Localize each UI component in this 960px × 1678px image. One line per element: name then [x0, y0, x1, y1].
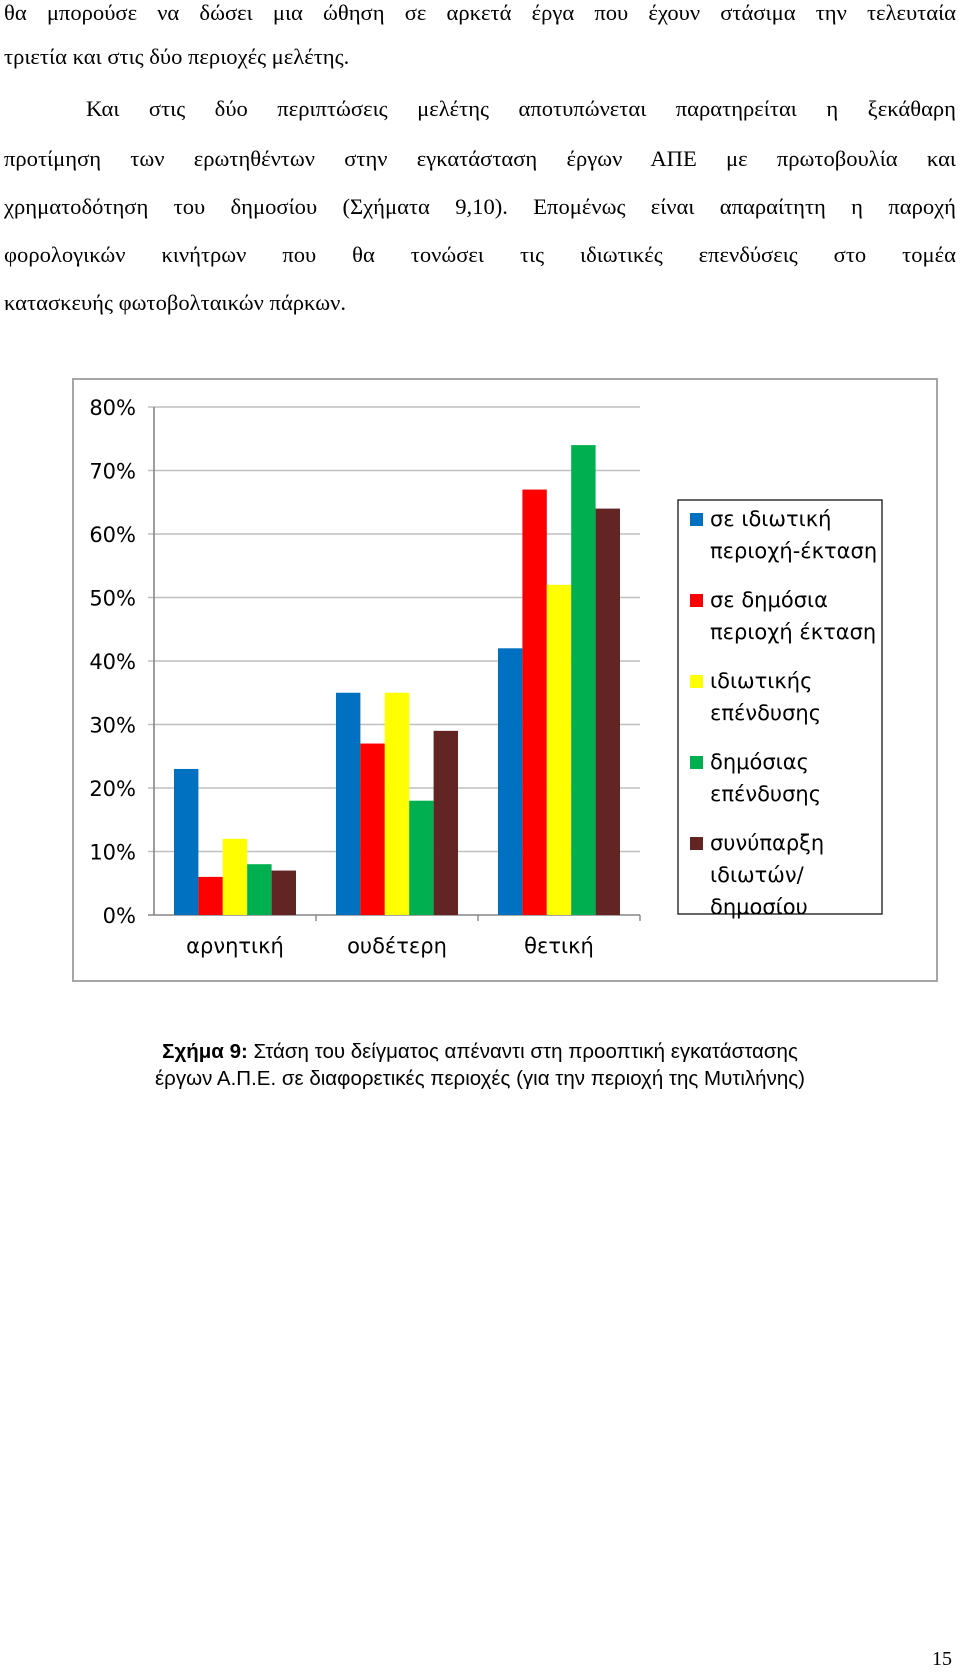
y-tick-label: 0% — [103, 904, 136, 928]
legend-label: ιδιωτών/ — [710, 863, 805, 887]
paragraph-line: θα μπορούσε να δώσει μια ώθηση σε αρκετά… — [4, 0, 956, 25]
page-number: 15 — [932, 1648, 952, 1670]
bar — [198, 876, 223, 915]
bar — [546, 584, 572, 915]
paragraph-line: Και στις δύο περιπτώσεις μελέτης αποτυπώ… — [86, 96, 956, 121]
figure-caption: Σχήμα 9: Στάση του δείγματος απέναντι στ… — [0, 1038, 960, 1092]
y-tick-label: 60% — [89, 523, 136, 547]
bar — [522, 489, 547, 915]
legend-label: ιδιωτικής — [710, 669, 812, 693]
legend-label: δημοσίου — [710, 895, 808, 919]
legend-box — [677, 499, 883, 915]
legend-swatch — [690, 594, 703, 607]
bar — [247, 864, 272, 915]
caption-line-2: έργων Α.Π.Ε. σε διαφορετικές περιοχές (γ… — [155, 1067, 805, 1090]
legend-swatch — [690, 756, 703, 769]
paragraph-line: κατασκευής φωτοβολταικών πάρκων. — [4, 290, 346, 315]
legend-label: συνύπαρξη — [710, 831, 824, 855]
paragraph-line: προτίμηση των ερωτηθέντων στην εγκατάστα… — [4, 146, 956, 171]
legend-label: επένδυσης — [710, 782, 821, 806]
legend-label: περιοχή-έκταση — [710, 539, 877, 563]
legend-swatch — [690, 675, 703, 688]
paragraph-line: τριετία και στις δύο περιοχές μελέτης. — [4, 44, 350, 69]
x-category-label: ουδέτερη — [347, 934, 447, 958]
paragraph-line: χρηματοδότηση του δημοσίου (Σχήματα 9,10… — [4, 194, 956, 219]
caption-label: Σχήμα 9: — [162, 1040, 248, 1063]
y-tick-label: 40% — [89, 650, 136, 674]
x-category-label: θετική — [524, 934, 594, 958]
bar — [360, 743, 385, 915]
bar — [433, 730, 458, 915]
bar — [571, 445, 596, 915]
legend-swatch — [690, 513, 703, 526]
bar — [409, 800, 434, 915]
legend-label: σε ιδιωτική — [710, 507, 831, 531]
bar — [384, 692, 410, 915]
y-tick-label: 20% — [89, 777, 136, 801]
legend-swatch — [690, 837, 703, 850]
bar — [222, 838, 248, 915]
y-tick-label: 70% — [89, 460, 136, 484]
legend-label: σε δημόσια — [710, 588, 828, 612]
y-tick-label: 80% — [89, 396, 136, 420]
caption-line-1: Στάση του δείγματος απέναντι στη προοπτι… — [247, 1040, 798, 1063]
bar — [336, 692, 361, 915]
y-tick-label: 10% — [89, 841, 136, 865]
chart-frame: 0% 10% 20% 30% 40% 50% 60% 70% 80% αρνητική ουδέτε… — [72, 378, 938, 982]
legend-label: δημόσιας — [710, 750, 809, 774]
bar — [498, 648, 523, 915]
bar — [174, 768, 199, 915]
bar — [595, 508, 620, 915]
paragraph-line: φορολογικών κινήτρων που θα τονώσει τις … — [4, 242, 956, 267]
bar — [271, 870, 296, 915]
y-tick-label: 30% — [89, 714, 136, 738]
x-category-label: αρνητική — [186, 934, 284, 958]
y-tick-label: 50% — [89, 587, 136, 611]
bar-chart: 0% 10% 20% 30% 40% 50% 60% 70% 80% αρνητική ουδέτε… — [89, 396, 883, 958]
legend-label: επένδυσης — [710, 701, 821, 725]
legend-label: περιοχή έκταση — [710, 620, 876, 644]
